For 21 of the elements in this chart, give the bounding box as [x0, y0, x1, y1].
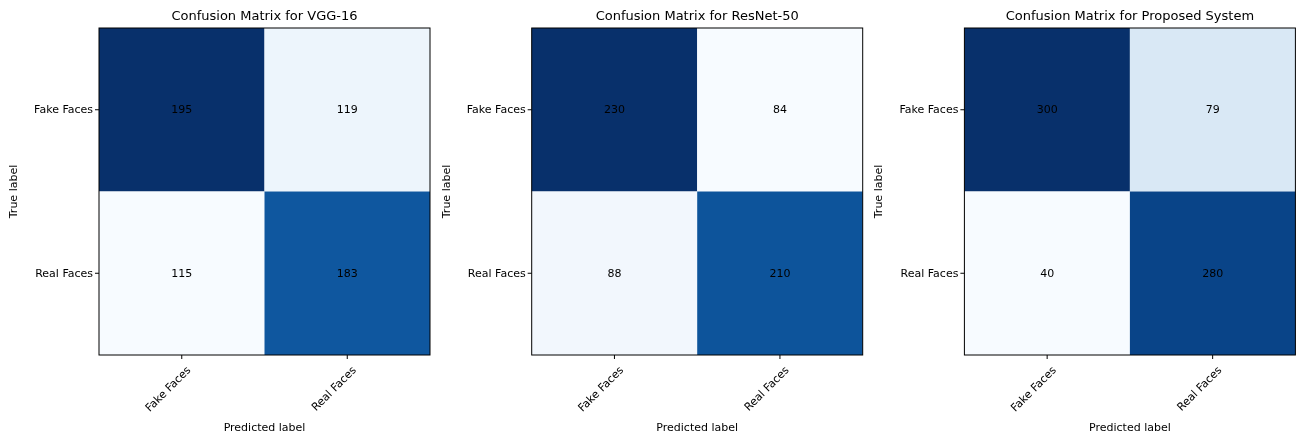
data-label: 115 [171, 266, 193, 280]
data-label: 84 [772, 103, 787, 117]
chart-title: Confusion Matrix for Proposed System [1005, 8, 1255, 23]
x-axis-title: Predicted label [656, 421, 739, 434]
y-axis-title: True label [7, 164, 20, 220]
data-label: 300 [1036, 103, 1058, 117]
y-axis-title: True label [872, 164, 886, 220]
y-axis-title: True label [439, 164, 453, 220]
data-label: 79 [1205, 103, 1220, 117]
data-label: 195 [171, 103, 193, 117]
x-axis-title: Predicted label [223, 421, 306, 434]
data-label: 119 [336, 103, 358, 117]
data-label: 40 [1040, 266, 1055, 280]
data-label: 183 [336, 266, 358, 280]
data-label: 280 [1202, 266, 1224, 280]
data-label: 210 [769, 266, 791, 280]
data-label: 230 [603, 103, 625, 117]
x-axis-title: Predicted label [1089, 421, 1171, 434]
chart-title: Confusion Matrix for ResNet-50 [595, 8, 799, 23]
data-label: 88 [607, 266, 622, 280]
chart-title: Confusion Matrix for VGG-16 [171, 8, 358, 23]
